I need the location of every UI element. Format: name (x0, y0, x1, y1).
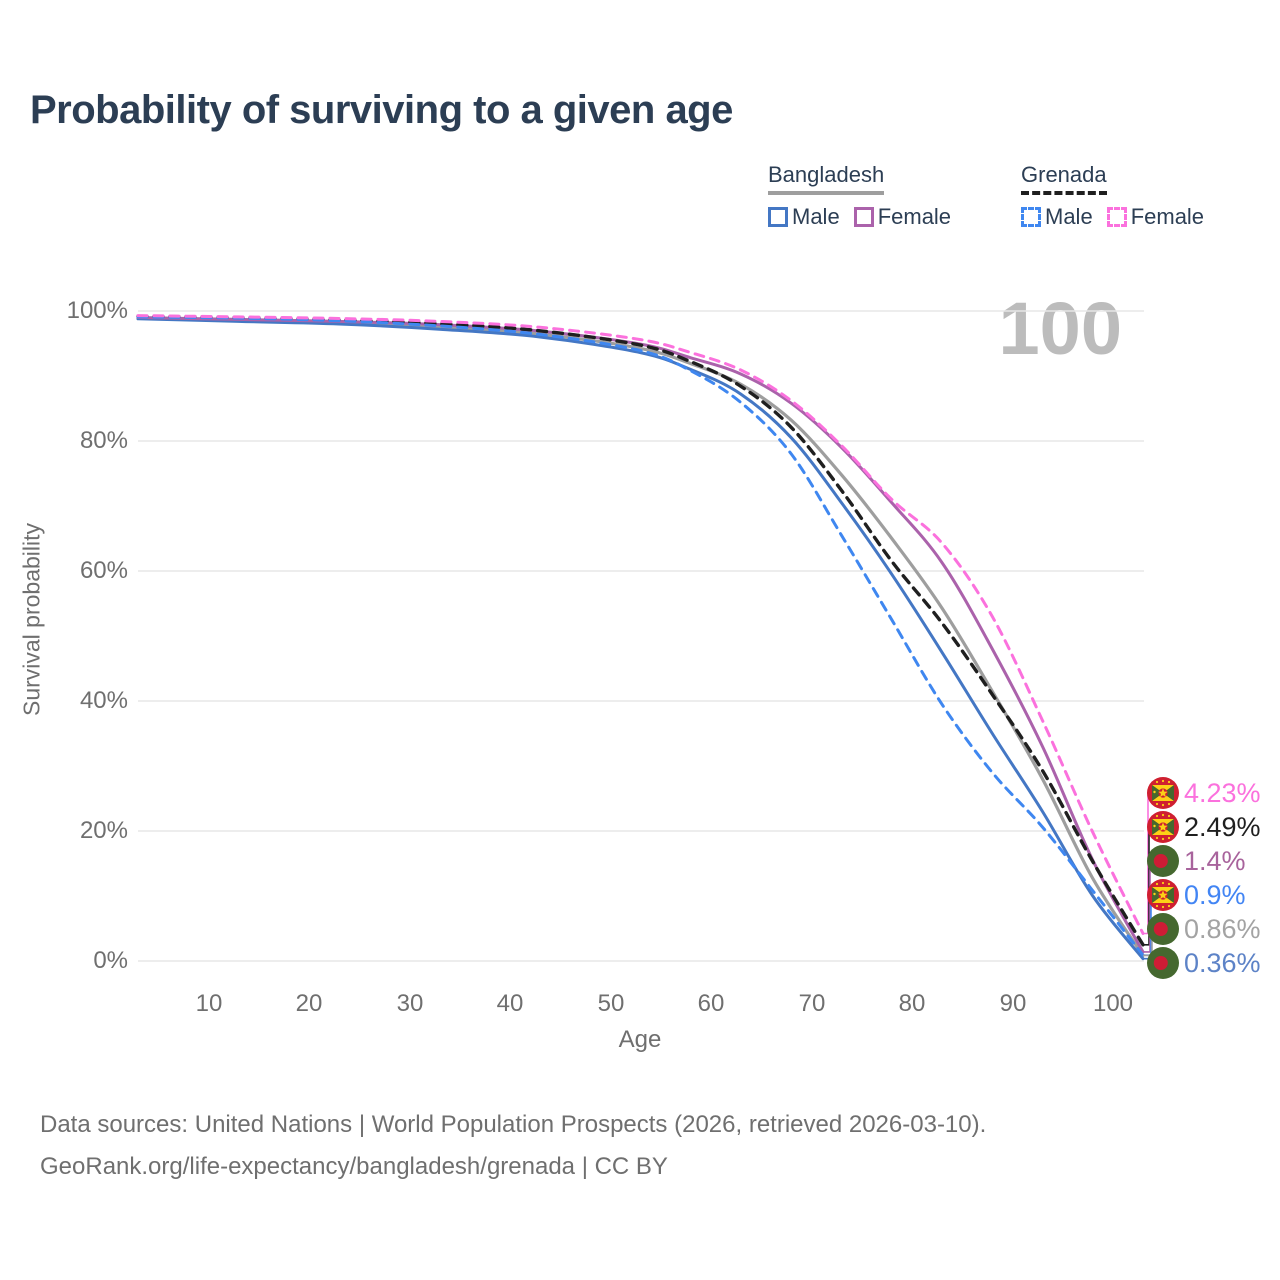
bangladesh-total-curve (136, 316, 1145, 957)
end-value-bangladesh-female: 1.4% (1184, 845, 1246, 876)
grenada-flag-icon (1147, 879, 1179, 911)
legend-country-grenada: Grenada (1021, 162, 1107, 195)
end-label-bangladesh-male: 0.36% (1147, 947, 1261, 979)
attribution-line: GeoRank.org/life-expectancy/bangladesh/g… (40, 1153, 668, 1180)
legend-entry-bangladesh-female: Female (853, 204, 952, 230)
x-axis-tick: 100 (1092, 990, 1134, 1017)
page-title: Probability of surviving to a given age (30, 88, 733, 132)
y-axis-tick: 40% (79, 687, 128, 714)
legend-label-grenada-female: Female (1130, 204, 1205, 229)
grenada-female-curve (136, 314, 1145, 935)
bangladesh-flag-icon (1147, 947, 1179, 979)
legend-group-bangladesh: Bangladesh Male Female (768, 162, 951, 230)
grenada-female-swatch-icon (1106, 207, 1127, 227)
gridlines (138, 310, 1144, 962)
legend-row-bangladesh: Male Female (768, 204, 951, 230)
end-label-bangladesh-female: 1.4% (1147, 845, 1261, 877)
bangladesh-male-swatch-icon (768, 207, 788, 227)
legend-label-bangladesh-female: Female (877, 204, 952, 229)
survival-curves-plot (136, 310, 1155, 965)
footer: Data sources: United Nations | World Pop… (40, 1104, 986, 1188)
legend-entry-bangladesh-male: Male (768, 204, 840, 230)
legend-entry-grenada-male: Male (1021, 204, 1093, 230)
end-labels: 4.23% 2.49% 1.4% (1147, 777, 1261, 979)
grenada-male-curve (136, 315, 1145, 957)
x-axis-tick: 80 (898, 990, 926, 1017)
bangladesh-male-curve (136, 317, 1145, 961)
bangladesh-flag-icon (1147, 913, 1179, 945)
legend-label-grenada-male: Male (1045, 204, 1093, 229)
x-axis-tick: 30 (396, 990, 424, 1017)
legend-label-bangladesh-male: Male (792, 204, 840, 229)
age-watermark: 100 (998, 287, 1122, 370)
end-value-grenada-total: 2.49% (1184, 811, 1261, 842)
y-axis-title: Survival probability (18, 522, 45, 717)
x-axis-tick: 60 (697, 990, 725, 1017)
grenada-flag-icon (1147, 811, 1179, 843)
end-label-grenada-total: 2.49% (1147, 811, 1261, 843)
x-axis-title: Age (618, 1026, 662, 1053)
data-sources-line: Data sources: United Nations | World Pop… (40, 1111, 987, 1138)
bangladesh-female-swatch-icon (853, 207, 874, 227)
end-label-grenada-female: 4.23% (1147, 777, 1261, 809)
y-axis-tick: 0% (93, 947, 128, 974)
end-label-bangladesh-total: 0.86% (1147, 913, 1261, 945)
bangladesh-flag-icon (1147, 845, 1179, 877)
x-axis-tick: 90 (999, 990, 1027, 1017)
x-axis-tick: 50 (597, 990, 625, 1017)
x-axis-tick: 40 (496, 990, 524, 1017)
grenada-flag-icon (1147, 777, 1179, 809)
end-label-grenada-male: 0.9% (1147, 879, 1261, 911)
end-value-bangladesh-male: 0.36% (1184, 947, 1261, 978)
end-value-bangladesh-total: 0.86% (1184, 913, 1261, 944)
x-axis-tick: 10 (195, 990, 223, 1017)
end-value-grenada-male: 0.9% (1184, 879, 1246, 910)
y-axis-tick: 20% (79, 817, 128, 844)
y-axis-tick: 60% (79, 557, 128, 584)
x-axis-tick: 20 (295, 990, 323, 1017)
legend-country-bangladesh: Bangladesh (768, 162, 885, 195)
legend-entry-grenada-female: Female (1106, 204, 1205, 230)
grenada-total-curve (136, 314, 1145, 947)
grenada-male-swatch-icon (1021, 207, 1041, 227)
bangladesh-female-curve (136, 316, 1145, 954)
y-axis-tick: 80% (79, 427, 128, 454)
legend-row-grenada: Male Female (1021, 204, 1204, 230)
end-value-grenada-female: 4.23% (1184, 777, 1261, 808)
y-axis-tick: 100% (66, 297, 128, 324)
legend-group-grenada: Grenada Male Female (1021, 162, 1204, 230)
x-axis-tick: 70 (798, 990, 826, 1017)
